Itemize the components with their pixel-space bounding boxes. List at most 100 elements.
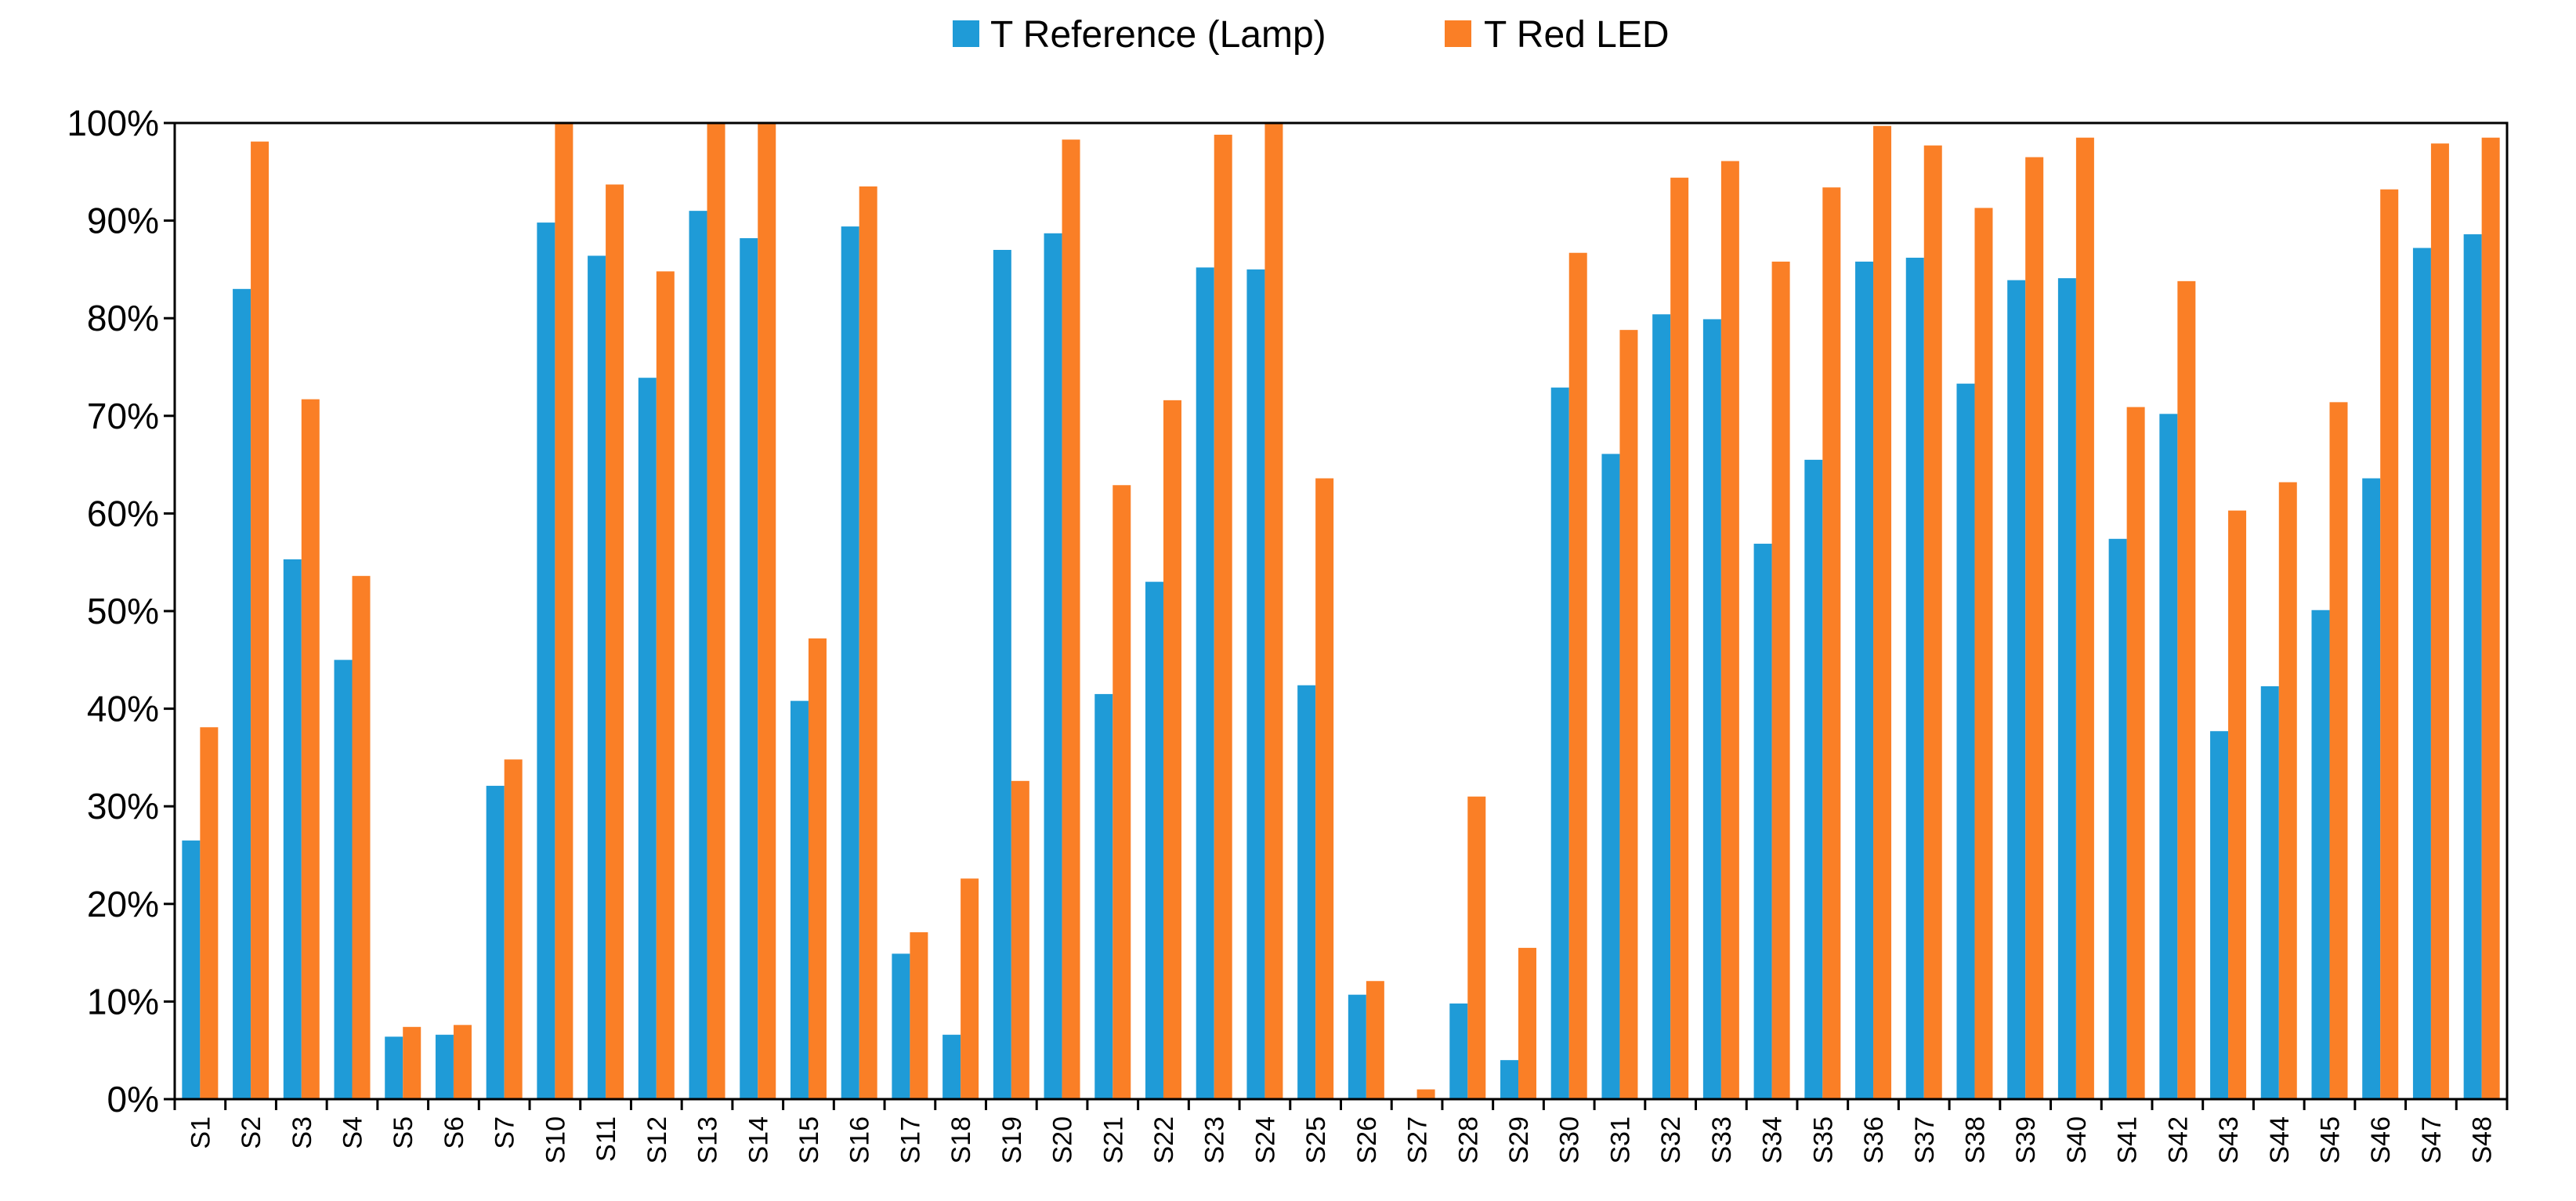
y-tick-label: 50% bbox=[87, 591, 159, 631]
bar-t-red-led-s6 bbox=[453, 1025, 472, 1099]
bar-t-reference-lamp-s1 bbox=[182, 840, 201, 1099]
y-tick-label: 0% bbox=[107, 1079, 159, 1120]
x-tick-label-s31: S31 bbox=[1605, 1116, 1635, 1164]
bar-t-red-led-s45 bbox=[2329, 402, 2348, 1099]
x-tick-label-s46: S46 bbox=[2366, 1116, 2396, 1164]
bar-t-reference-lamp-s48 bbox=[2463, 234, 2482, 1100]
bar-t-reference-lamp-s46 bbox=[2362, 478, 2381, 1099]
bar-t-reference-lamp-s29 bbox=[1500, 1060, 1519, 1099]
bar-t-red-led-s27 bbox=[1416, 1089, 1435, 1099]
bar-t-reference-lamp-s24 bbox=[1246, 269, 1265, 1099]
bar-t-reference-lamp-s42 bbox=[2159, 414, 2178, 1099]
x-axis-ticks: S1 S2 S3 S4 S5 S6 S7 S10 S11 S12 S13 S14 S15 S16 S17 S1… bbox=[173, 1099, 2509, 1164]
bar-t-reference-lamp-s19 bbox=[993, 249, 1011, 1100]
bar-t-reference-lamp-s12 bbox=[638, 378, 657, 1099]
y-tick-label: 60% bbox=[87, 493, 159, 534]
legend-label-t-red-led: T Red LED bbox=[1484, 14, 1670, 56]
bar-t-reference-lamp-s30 bbox=[1550, 387, 1569, 1099]
bar-t-reference-lamp-s40 bbox=[2057, 278, 2076, 1099]
bar-t-reference-lamp-s28 bbox=[1449, 1003, 1468, 1099]
x-tick-label-s2: S2 bbox=[237, 1116, 266, 1149]
bar-t-red-led-s30 bbox=[1568, 252, 1587, 1099]
x-tick-label-s24: S24 bbox=[1250, 1116, 1280, 1164]
y-axis-ticks: 0% 10% 20% 30% 40% 50% 60% 70% 80% 90% 100% bbox=[67, 103, 175, 1120]
x-tick-label-s36: S36 bbox=[1859, 1116, 1889, 1164]
plot-area-frame bbox=[173, 121, 2509, 1101]
y-tick-label: 20% bbox=[87, 884, 159, 924]
x-tick-label-s43: S43 bbox=[2214, 1116, 2244, 1164]
y-tick-label: 80% bbox=[87, 298, 159, 338]
y-tick-label: 100% bbox=[67, 103, 159, 143]
bar-t-red-led-s40 bbox=[2075, 137, 2094, 1100]
x-tick-label-s48: S48 bbox=[2468, 1116, 2498, 1164]
x-tick-label-s12: S12 bbox=[642, 1116, 672, 1164]
x-tick-label-s44: S44 bbox=[2265, 1116, 2295, 1164]
x-tick-label-s38: S38 bbox=[1960, 1116, 1990, 1164]
bar-t-red-led-s16 bbox=[859, 186, 877, 1100]
bar-t-reference-lamp-s41 bbox=[2108, 538, 2127, 1099]
bar-t-reference-lamp-s22 bbox=[1145, 581, 1163, 1099]
bar-t-reference-lamp-s13 bbox=[689, 211, 707, 1099]
bar-t-red-led-s21 bbox=[1113, 485, 1131, 1099]
x-tick-label-s39: S39 bbox=[2011, 1116, 2041, 1164]
x-tick-label-s13: S13 bbox=[693, 1116, 723, 1164]
bar-t-reference-lamp-s14 bbox=[740, 238, 758, 1099]
bar-t-red-led-s44 bbox=[2278, 482, 2297, 1099]
x-tick-label-s1: S1 bbox=[186, 1116, 215, 1149]
bar-t-red-led-s25 bbox=[1315, 478, 1334, 1099]
bar-t-reference-lamp-s20 bbox=[1044, 233, 1062, 1100]
bar-t-red-led-s4 bbox=[352, 576, 371, 1099]
bar-t-red-led-s2 bbox=[251, 141, 270, 1100]
bar-t-red-led-s33 bbox=[1720, 161, 1739, 1099]
x-tick-label-s33: S33 bbox=[1707, 1116, 1737, 1164]
x-tick-label-s29: S29 bbox=[1504, 1116, 1534, 1164]
x-tick-label-s23: S23 bbox=[1200, 1116, 1230, 1164]
bar-t-reference-lamp-s7 bbox=[486, 786, 505, 1099]
bar-t-red-led-s7 bbox=[504, 759, 523, 1099]
bars bbox=[182, 123, 2500, 1100]
bar-t-reference-lamp-s3 bbox=[283, 559, 302, 1099]
bar-t-red-led-s1 bbox=[200, 727, 219, 1099]
bar-t-red-led-s22 bbox=[1163, 400, 1181, 1099]
bar-t-reference-lamp-s10 bbox=[537, 222, 555, 1099]
x-tick-label-s10: S10 bbox=[541, 1116, 570, 1164]
bar-t-red-led-s26 bbox=[1366, 981, 1384, 1099]
bar-t-red-led-s5 bbox=[403, 1026, 421, 1099]
bar-t-reference-lamp-s47 bbox=[2412, 248, 2431, 1099]
bar-t-reference-lamp-s32 bbox=[1652, 314, 1671, 1099]
bar-t-reference-lamp-s33 bbox=[1702, 319, 1721, 1099]
legend: T Reference (Lamp) T Red LED bbox=[953, 14, 1670, 56]
bar-t-red-led-s13 bbox=[707, 123, 725, 1099]
x-tick-label-s15: S15 bbox=[794, 1116, 824, 1164]
bar-t-red-led-s24 bbox=[1264, 123, 1283, 1099]
bar-t-red-led-s11 bbox=[606, 184, 624, 1099]
bar-t-red-led-s17 bbox=[910, 931, 928, 1099]
x-tick-label-s30: S30 bbox=[1555, 1116, 1585, 1164]
bar-t-reference-lamp-s2 bbox=[233, 288, 251, 1099]
bar-t-reference-lamp-s23 bbox=[1196, 267, 1214, 1100]
x-tick-label-s35: S35 bbox=[1808, 1116, 1838, 1164]
x-tick-label-s41: S41 bbox=[2113, 1116, 2143, 1164]
bar-t-red-led-s28 bbox=[1467, 796, 1486, 1099]
bar-t-reference-lamp-s34 bbox=[1753, 544, 1772, 1099]
x-tick-label-s34: S34 bbox=[1758, 1116, 1788, 1164]
x-tick-label-s7: S7 bbox=[490, 1116, 520, 1149]
bar-t-reference-lamp-s15 bbox=[790, 700, 809, 1099]
bar-t-red-led-s12 bbox=[656, 271, 675, 1100]
bar-t-red-led-s46 bbox=[2380, 189, 2399, 1099]
bar-t-red-led-s15 bbox=[808, 638, 827, 1099]
bar-t-red-led-s36 bbox=[1873, 125, 1892, 1099]
bar-t-red-led-s14 bbox=[758, 123, 776, 1099]
bar-t-reference-lamp-s11 bbox=[588, 255, 606, 1099]
x-tick-label-s11: S11 bbox=[592, 1116, 621, 1162]
y-tick-label: 40% bbox=[87, 689, 159, 729]
bar-t-red-led-s20 bbox=[1062, 139, 1080, 1099]
legend-label-t-reference-lamp: T Reference (Lamp) bbox=[990, 14, 1326, 56]
x-tick-label-s26: S26 bbox=[1352, 1116, 1382, 1164]
bar-t-reference-lamp-s44 bbox=[2260, 686, 2279, 1099]
bar-t-reference-lamp-s4 bbox=[334, 660, 353, 1099]
bar-t-red-led-s29 bbox=[1518, 947, 1537, 1099]
bar-t-red-led-s34 bbox=[1771, 261, 1790, 1099]
bar-t-red-led-s43 bbox=[2228, 510, 2247, 1099]
bar-t-red-led-s39 bbox=[2025, 157, 2044, 1100]
